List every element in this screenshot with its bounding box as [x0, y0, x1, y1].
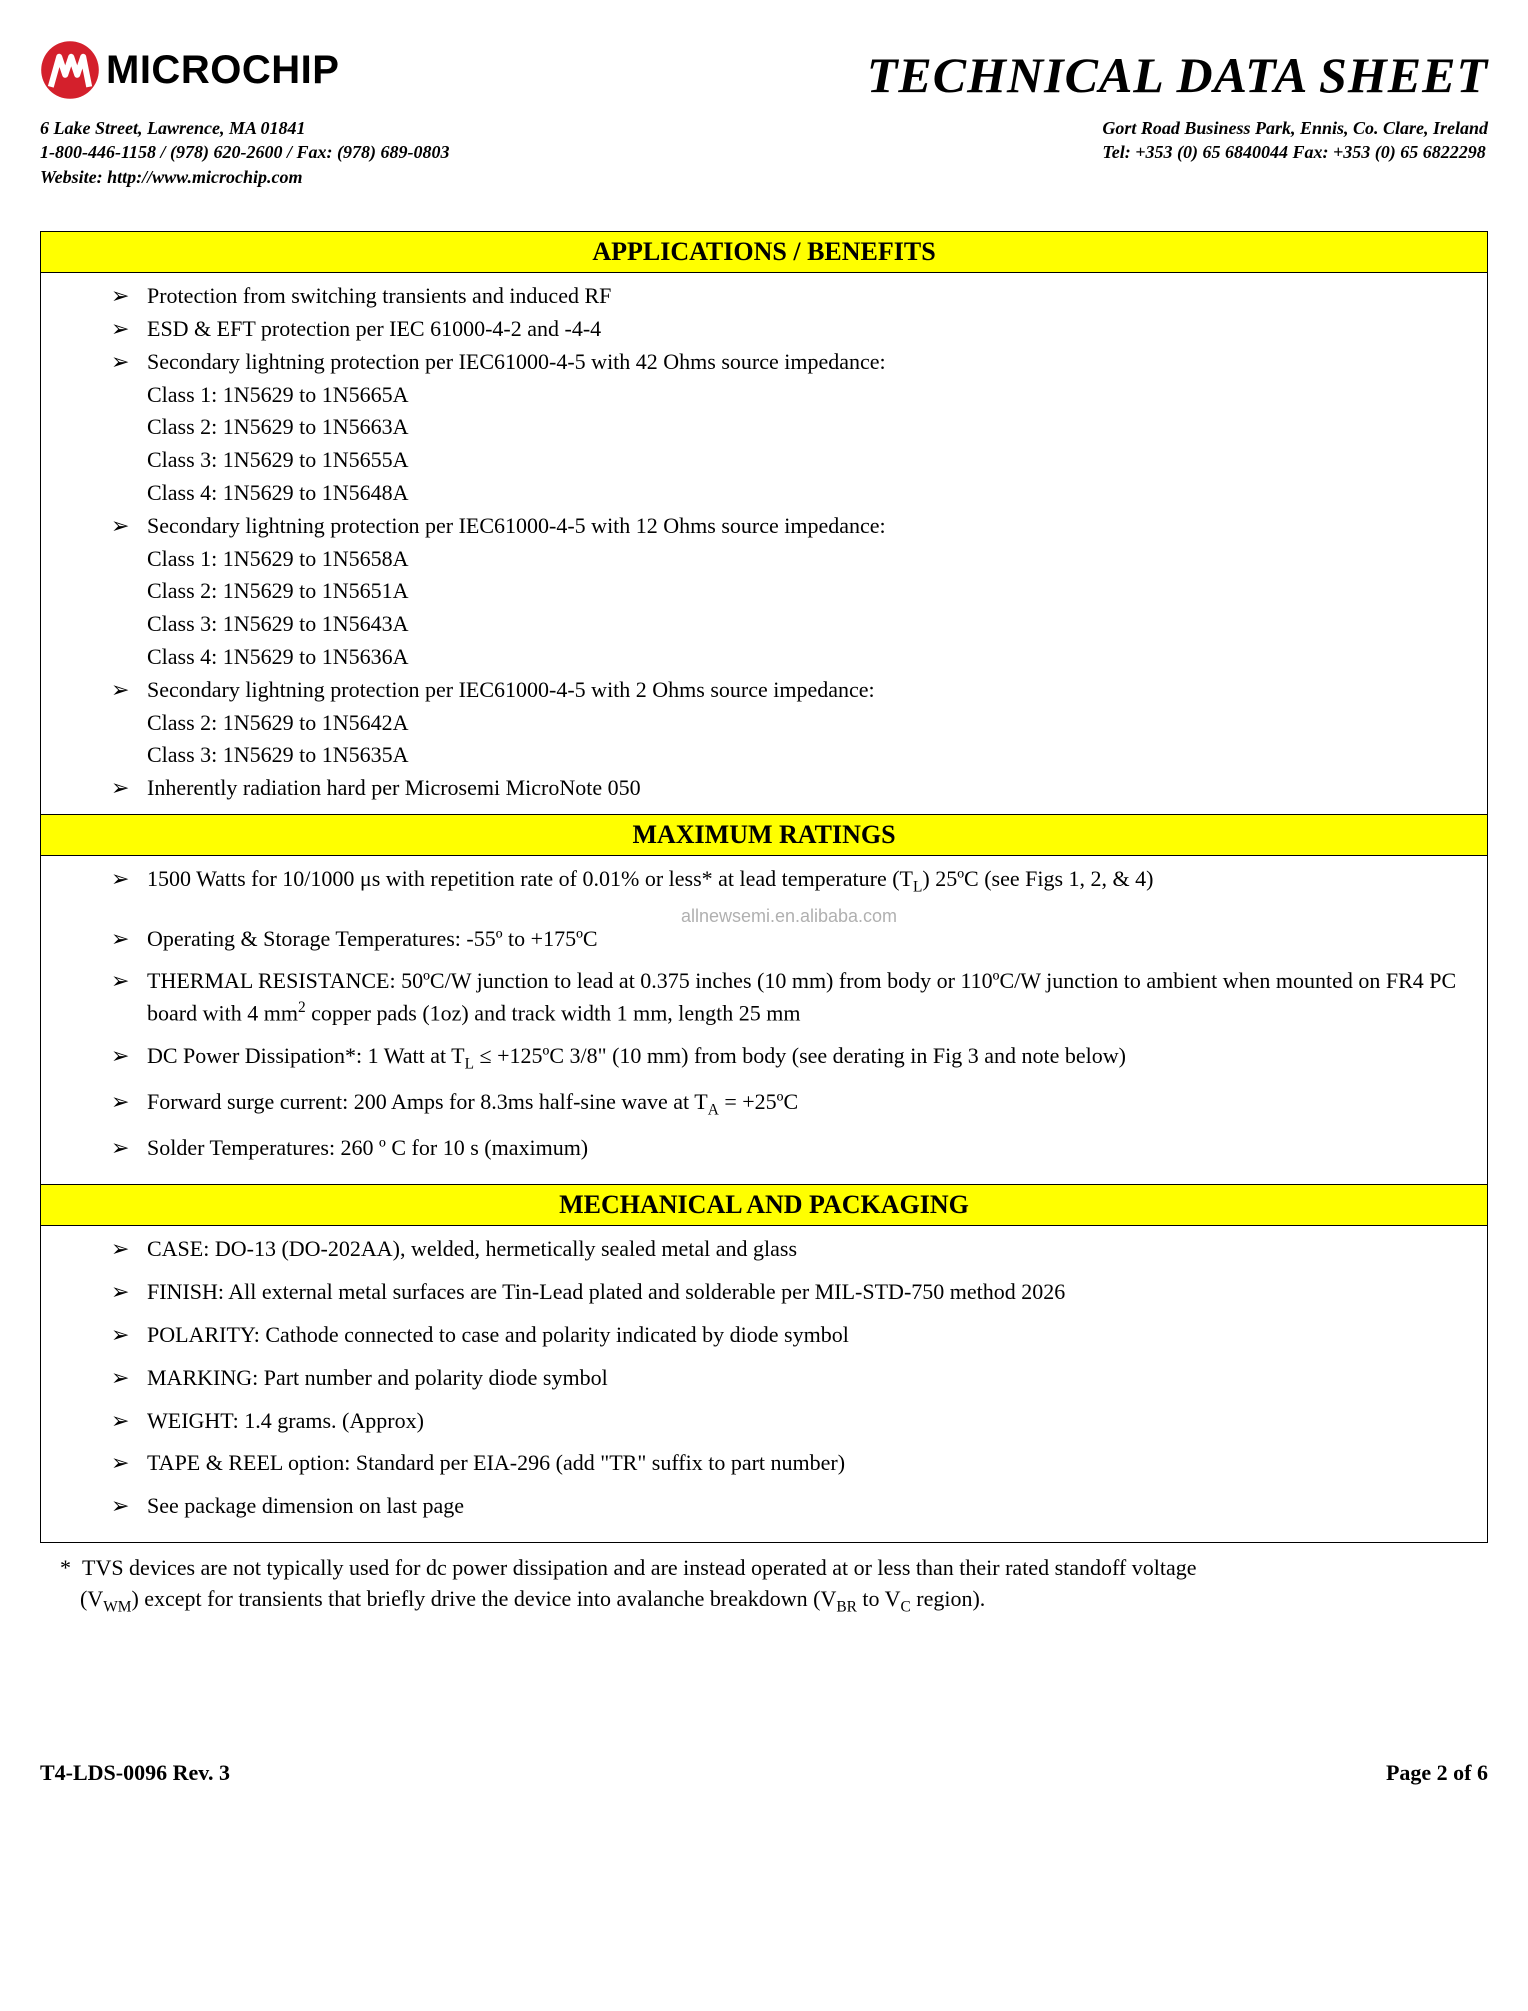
- list-item: ESD & EFT protection per IEC 61000-4-2 a…: [111, 314, 1467, 345]
- list-item: WEIGHT: 1.4 grams. (Approx): [111, 1406, 1467, 1437]
- list-item: TAPE & REEL option: Standard per EIA-296…: [111, 1448, 1467, 1479]
- list-item: Secondary lightning protection per IEC61…: [111, 347, 1467, 378]
- microchip-logo-icon: [40, 40, 100, 100]
- list-item: POLARITY: Cathode connected to case and …: [111, 1320, 1467, 1351]
- web-line: Website: http://www.microchip.com: [40, 165, 449, 189]
- phone-line: 1-800-446-1158 / (978) 620-2600 / Fax: (…: [40, 140, 449, 164]
- list-item: Secondary lightning protection per IEC61…: [111, 675, 1467, 706]
- logo-text: MICROCHIP: [106, 42, 339, 98]
- phone-line: Tel: +353 (0) 65 6840044 Fax: +353 (0) 6…: [1102, 140, 1488, 164]
- section-header-maxratings: MAXIMUM RATINGS: [41, 814, 1487, 856]
- list-item: FINISH: All external metal surfaces are …: [111, 1277, 1467, 1308]
- list-item: Forward surge current: 200 Amps for 8.3m…: [111, 1087, 1467, 1121]
- list-sub: Class 1: 1N5629 to 1N5658A: [147, 544, 1467, 575]
- list-sub: Class 2: 1N5629 to 1N5651A: [147, 576, 1467, 607]
- list-item: Solder Temperatures: 260 º C for 10 s (m…: [111, 1133, 1467, 1164]
- list-sub: Class 4: 1N5629 to 1N5648A: [147, 478, 1467, 509]
- section-body-maxratings: 1500 Watts for 10/1000 μs with repetitio…: [41, 856, 1487, 1184]
- list-sub: Class 1: 1N5629 to 1N5665A: [147, 380, 1467, 411]
- list-sub: Class 3: 1N5629 to 1N5655A: [147, 445, 1467, 476]
- list-item: Operating & Storage Temperatures: -55º t…: [111, 924, 1467, 955]
- address-right: Gort Road Business Park, Ennis, Co. Clar…: [1102, 116, 1488, 189]
- addr-line: Gort Road Business Park, Ennis, Co. Clar…: [1102, 116, 1488, 140]
- list-sub: Class 3: 1N5629 to 1N5635A: [147, 740, 1467, 771]
- section-header-applications: APPLICATIONS / BENEFITS: [41, 232, 1487, 273]
- list-sub: Class 2: 1N5629 to 1N5663A: [147, 412, 1467, 443]
- address-left: 6 Lake Street, Lawrence, MA 01841 1-800-…: [40, 116, 449, 189]
- addr-line: 6 Lake Street, Lawrence, MA 01841: [40, 116, 449, 140]
- list-item: THERMAL RESISTANCE: 50ºC/W junction to l…: [111, 966, 1467, 1029]
- page-title: TECHNICAL DATA SHEET: [867, 40, 1488, 110]
- doc-id: T4-LDS-0096 Rev. 3: [40, 1758, 230, 1789]
- list-item: MARKING: Part number and polarity diode …: [111, 1363, 1467, 1394]
- list-item: Secondary lightning protection per IEC61…: [111, 511, 1467, 542]
- list-item: 1500 Watts for 10/1000 μs with repetitio…: [111, 864, 1467, 898]
- page-number: Page 2 of 6: [1386, 1758, 1488, 1789]
- list-item: CASE: DO-13 (DO-202AA), welded, hermetic…: [111, 1234, 1467, 1265]
- list-sub: Class 4: 1N5629 to 1N5636A: [147, 642, 1467, 673]
- page-header: MICROCHIP TECHNICAL DATA SHEET: [40, 40, 1488, 110]
- section-body-mechanical: CASE: DO-13 (DO-202AA), welded, hermetic…: [41, 1226, 1487, 1542]
- logo-block: MICROCHIP: [40, 40, 339, 100]
- list-sub: Class 2: 1N5629 to 1N5642A: [147, 708, 1467, 739]
- sub-header: 6 Lake Street, Lawrence, MA 01841 1-800-…: [40, 116, 1488, 189]
- section-header-mechanical: MECHANICAL AND PACKAGING: [41, 1184, 1487, 1226]
- list-item: Protection from switching transients and…: [111, 281, 1467, 312]
- section-body-applications: Protection from switching transients and…: [41, 273, 1487, 814]
- content-box: APPLICATIONS / BENEFITS Protection from …: [40, 231, 1488, 1543]
- page-footer: T4-LDS-0096 Rev. 3 Page 2 of 6: [40, 1758, 1488, 1789]
- list-item: Inherently radiation hard per Microsemi …: [111, 773, 1467, 804]
- list-item: See package dimension on last page: [111, 1491, 1467, 1522]
- list-item: DC Power Dissipation*: 1 Watt at TL ≤ +1…: [111, 1041, 1467, 1075]
- footnote: * TVS devices are not typically used for…: [60, 1553, 1488, 1618]
- list-sub: Class 3: 1N5629 to 1N5643A: [147, 609, 1467, 640]
